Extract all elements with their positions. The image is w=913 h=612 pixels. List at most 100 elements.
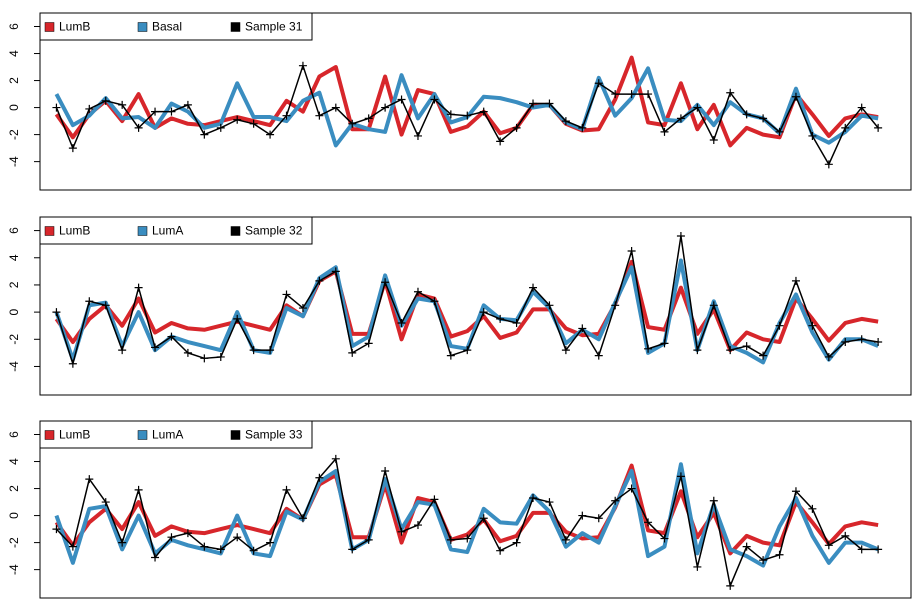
point-marker — [693, 103, 702, 112]
point-marker — [446, 535, 455, 544]
point-marker — [709, 301, 718, 310]
y-tick-label: 0 — [7, 104, 21, 111]
point-marker — [726, 346, 735, 355]
point-marker — [364, 339, 373, 348]
series-line — [54, 463, 879, 556]
legend-swatch — [137, 226, 148, 236]
point-marker — [824, 160, 833, 169]
point-marker — [627, 90, 636, 99]
point-marker — [364, 114, 373, 123]
y-tick-label: -2 — [7, 334, 21, 345]
point-marker — [791, 276, 800, 285]
point-marker — [791, 92, 800, 101]
point-marker — [167, 332, 176, 341]
point-marker — [808, 131, 817, 140]
legend-label: LumB — [59, 224, 90, 238]
point-marker — [660, 127, 669, 136]
legend-swatch — [230, 226, 241, 236]
point-marker — [611, 301, 620, 310]
point-marker — [151, 343, 160, 352]
point-marker — [364, 535, 373, 544]
y-tick-label: 4 — [7, 254, 21, 261]
point-marker — [742, 542, 751, 551]
point-marker — [463, 346, 472, 355]
point-marker — [578, 324, 587, 333]
point-marker — [249, 546, 258, 555]
series-line — [54, 66, 879, 148]
point-marker — [233, 115, 242, 124]
legend-label: Sample 31 — [245, 20, 303, 34]
point-marker — [479, 308, 488, 317]
legend-box — [39, 216, 313, 245]
point-marker — [68, 359, 77, 368]
point-marker — [249, 119, 258, 128]
point-marker — [775, 550, 784, 559]
point-marker — [742, 342, 751, 351]
point-marker — [85, 475, 94, 484]
point-marker — [381, 103, 390, 112]
point-marker — [183, 100, 192, 109]
legend-label: LumB — [59, 20, 90, 34]
point-marker — [348, 348, 357, 357]
point-marker — [397, 527, 406, 536]
point-marker — [118, 538, 127, 547]
point-marker — [561, 117, 570, 126]
point-marker — [413, 131, 422, 140]
point-marker — [348, 119, 357, 128]
point-marker — [791, 487, 800, 496]
point-marker — [496, 314, 505, 323]
y-tick-label: 0 — [7, 512, 21, 519]
point-marker — [874, 545, 883, 554]
point-marker — [101, 96, 110, 105]
point-marker — [216, 352, 225, 361]
point-marker — [841, 123, 850, 132]
point-marker — [315, 111, 324, 120]
point-marker — [249, 346, 258, 355]
point-marker — [298, 304, 307, 313]
point-marker — [644, 90, 653, 99]
point-marker — [857, 335, 866, 344]
point-marker — [841, 531, 850, 540]
point-marker — [52, 103, 61, 112]
point-marker — [52, 525, 61, 534]
legend-swatch — [44, 22, 55, 32]
point-marker — [266, 130, 275, 139]
point-marker — [874, 338, 883, 347]
y-tick-label: 4 — [7, 458, 21, 465]
plot-frame — [39, 216, 912, 396]
point-marker — [282, 111, 291, 120]
y-tick-label: -4 — [7, 564, 21, 575]
y-tick-label: -4 — [7, 361, 21, 372]
legend-label: LumA — [152, 224, 183, 238]
series-line — [55, 458, 879, 587]
point-marker — [151, 553, 160, 562]
point-marker — [463, 111, 472, 120]
point-marker — [381, 466, 390, 475]
point-marker — [578, 511, 587, 520]
point-marker — [742, 110, 751, 119]
point-marker — [594, 514, 603, 523]
point-marker — [266, 346, 275, 355]
point-marker — [841, 338, 850, 347]
y-tick-label: -2 — [7, 537, 21, 548]
point-marker — [529, 99, 538, 108]
point-marker — [134, 123, 143, 132]
point-marker — [315, 473, 324, 482]
point-marker — [561, 535, 570, 544]
point-marker — [808, 321, 817, 330]
legend-box — [39, 420, 313, 449]
point-marker — [775, 127, 784, 136]
point-marker — [709, 496, 718, 505]
point-marker — [676, 472, 685, 481]
point-marker — [85, 297, 94, 306]
point-marker — [759, 351, 768, 360]
y-tick-label: 0 — [7, 308, 21, 315]
point-marker — [134, 283, 143, 292]
series-line — [54, 462, 879, 568]
point-marker — [68, 144, 77, 153]
point-marker — [824, 352, 833, 361]
plot-frame — [39, 12, 912, 191]
point-marker — [561, 346, 570, 355]
point-marker — [266, 538, 275, 547]
point-marker — [430, 95, 439, 104]
